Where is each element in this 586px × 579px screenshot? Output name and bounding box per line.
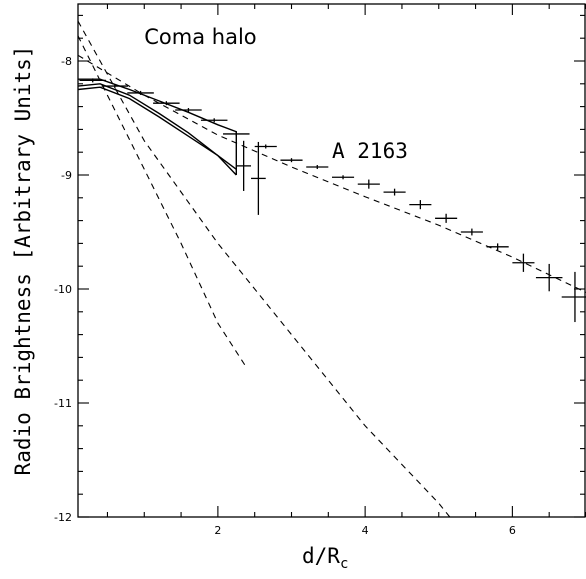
series-line-solid-6 — [77, 86, 237, 170]
series-line-solid-4 — [78, 78, 238, 175]
data-point — [236, 140, 252, 191]
data-point — [535, 263, 563, 292]
data-point — [435, 213, 458, 223]
x-tick-label: 4 — [362, 524, 369, 537]
data-point — [512, 253, 535, 272]
data-point — [306, 165, 329, 170]
x-tick-label: 6 — [509, 524, 516, 537]
data-point — [200, 118, 228, 123]
series-line-solid-5 — [77, 83, 237, 176]
data-point — [561, 271, 586, 323]
y-tick-label: -11 — [54, 397, 72, 410]
data-point — [280, 158, 303, 163]
plot-frame — [77, 3, 586, 518]
series-line-dashed-1 — [77, 54, 586, 293]
y-axis-label: Radio Brightness [Arbitrary Units] — [11, 46, 35, 476]
data-point — [357, 179, 380, 189]
annotation-coma-halo: Coma halo — [144, 25, 256, 49]
data-point — [409, 200, 432, 210]
data-point — [332, 175, 355, 180]
x-tick-label: 2 — [214, 524, 221, 537]
x-axis-label-main: d/R — [302, 544, 340, 568]
data-point — [251, 141, 266, 215]
y-tick-label: -10 — [54, 283, 72, 296]
data-point — [460, 228, 483, 236]
x-axis-label-subscript: c — [340, 556, 348, 572]
annotation-a2163: A 2163 — [332, 139, 408, 163]
plot-area — [77, 20, 586, 518]
x-axis-label: d/Rc — [302, 544, 348, 572]
y-tick-label: -8 — [61, 55, 72, 68]
data-point — [175, 108, 202, 113]
data-point — [486, 243, 509, 251]
series-line-dashed-3 — [77, 20, 451, 518]
y-tick-label: -9 — [61, 169, 72, 182]
y-tick-label: -12 — [54, 511, 72, 524]
data-point — [383, 188, 406, 196]
data-point — [254, 144, 277, 149]
axes: 2 4 6 -12 -11 -10 -9 -8 — [54, 3, 586, 537]
